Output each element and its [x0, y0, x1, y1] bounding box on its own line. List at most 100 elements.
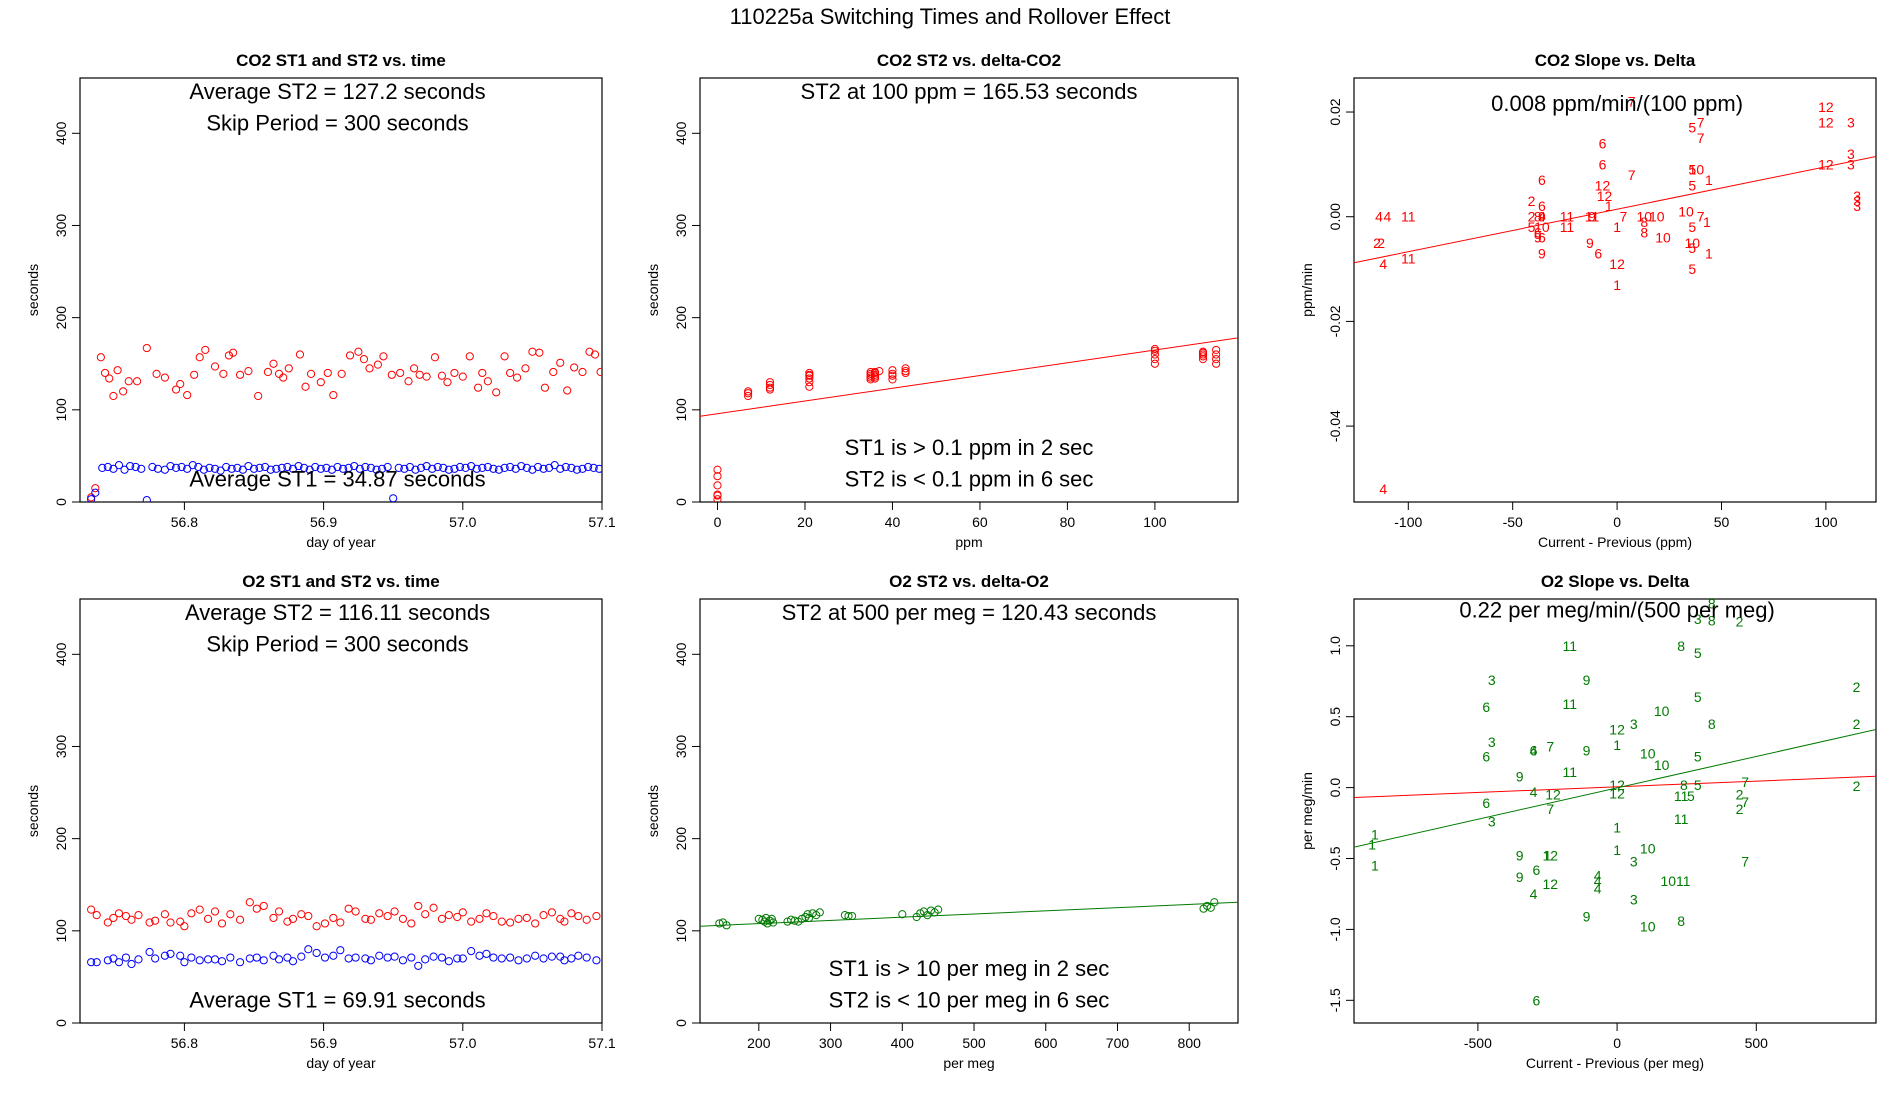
annotation-text: ST1 is > 10 per meg in 2 sec	[829, 956, 1110, 981]
point-label: 5	[1688, 261, 1696, 277]
data-point-st2	[409, 364, 419, 373]
point-label: 4	[1538, 209, 1546, 225]
point-label: 9	[1588, 209, 1596, 225]
point-label: 6	[1538, 230, 1546, 246]
data-point-st2	[1212, 355, 1221, 364]
data-point-st2	[549, 367, 558, 377]
data-point-st2	[244, 367, 253, 376]
point-label: 2	[1528, 209, 1536, 225]
annotation-text: Average ST1 = 34.87 seconds	[189, 466, 485, 491]
data-point-st1	[238, 465, 247, 474]
data-point-st1	[533, 462, 543, 472]
data-point-st2	[888, 369, 897, 378]
data-point-st2	[763, 919, 772, 928]
point-label: 6	[1482, 699, 1490, 715]
data-point-st1	[355, 464, 364, 473]
point-label: 10	[1636, 209, 1652, 225]
data-point-st1	[176, 951, 185, 960]
data-point-st1	[572, 465, 582, 474]
data-point-st1	[472, 464, 481, 473]
point-label: 12	[1545, 787, 1561, 803]
data-point-st1	[475, 951, 484, 960]
point-label: 3	[1630, 716, 1638, 732]
data-point-st1	[407, 953, 416, 962]
data-point-st2	[336, 918, 345, 927]
data-point-st2	[354, 347, 363, 356]
chart-title: CO2 ST2 vs. delta-CO2	[877, 51, 1061, 70]
data-point-st2	[259, 901, 268, 911]
fit-line	[700, 901, 1238, 927]
point-label: 2	[1528, 193, 1536, 209]
data-point-st2	[934, 905, 943, 914]
x-axis-label: ppm	[955, 534, 982, 550]
data-point-st2	[224, 351, 234, 360]
data-point-st2	[567, 909, 576, 918]
y-tick-label: 300	[53, 735, 69, 759]
data-point-st2	[145, 918, 154, 927]
x-tick-label: 700	[1106, 1035, 1130, 1051]
point-label: 8	[1708, 716, 1716, 732]
fit-line	[1354, 728, 1876, 848]
data-point-st2	[596, 367, 602, 377]
data-point-st2	[415, 370, 424, 379]
data-point-st2	[414, 901, 423, 911]
data-point-st1	[453, 954, 462, 963]
point-label: 12	[1609, 777, 1625, 793]
point-label: 3	[1853, 193, 1861, 209]
data-point-st1	[394, 463, 403, 472]
data-point-st1	[300, 463, 309, 472]
data-point-st1	[361, 462, 370, 472]
y-tick-label: 100	[53, 919, 69, 943]
data-point-st2	[295, 350, 305, 359]
point-label: 2	[1736, 801, 1744, 817]
point-label: 6	[1532, 862, 1540, 878]
data-point-st2	[345, 351, 355, 360]
data-point-st2	[531, 919, 540, 928]
point-label: 7	[1697, 130, 1705, 146]
data-point-st2	[235, 370, 245, 379]
plot-frame	[79, 77, 603, 503]
data-point-st1	[344, 954, 353, 963]
data-point-st2	[190, 370, 199, 379]
point-label: 10	[1640, 841, 1656, 857]
x-tick-label: 57.1	[588, 1035, 615, 1051]
data-point-st2	[1150, 344, 1159, 354]
data-point-st1	[414, 961, 423, 970]
point-label: 11	[1560, 209, 1575, 225]
point-label: 6	[1532, 992, 1540, 1008]
point-label: 11	[1560, 219, 1575, 235]
point-label: 10	[1654, 757, 1670, 773]
data-point-st1	[377, 464, 387, 473]
x-tick-label: -500	[1464, 1035, 1492, 1051]
data-point-st1	[567, 954, 576, 963]
data-point-st2	[866, 367, 875, 377]
data-point-st2	[279, 373, 288, 382]
data-point-st2	[132, 377, 142, 386]
data-point-st2	[142, 343, 151, 353]
point-label: 7	[1697, 114, 1705, 130]
data-point-st1	[259, 956, 268, 965]
data-point-st1	[134, 955, 143, 964]
data-point-st1	[444, 957, 453, 966]
data-point-st2	[160, 910, 170, 919]
x-tick-label: 56.9	[310, 1035, 337, 1051]
point-label: 9	[1583, 909, 1591, 925]
x-tick-label: 600	[1034, 1035, 1058, 1051]
point-label: 4	[1530, 743, 1538, 759]
data-point-st2	[458, 908, 467, 917]
data-point-st2	[390, 907, 399, 916]
data-point-st2	[274, 907, 284, 916]
data-point-st1	[444, 465, 453, 474]
data-point-st2	[465, 352, 474, 361]
data-point-st2	[359, 355, 369, 364]
figure-title: 110225a Switching Times and Rollover Eff…	[729, 4, 1171, 29]
data-point-st1	[249, 464, 259, 473]
data-point-st2	[421, 910, 430, 919]
data-point-st2	[316, 378, 325, 387]
fit-line	[1354, 156, 1876, 264]
annotation-text: 0.008 ppm/min/(100 ppm)	[1491, 91, 1743, 116]
data-point-st2	[492, 388, 501, 397]
data-point-st2	[312, 922, 321, 931]
data-point-st2	[450, 368, 459, 378]
data-point-st1	[148, 462, 157, 472]
